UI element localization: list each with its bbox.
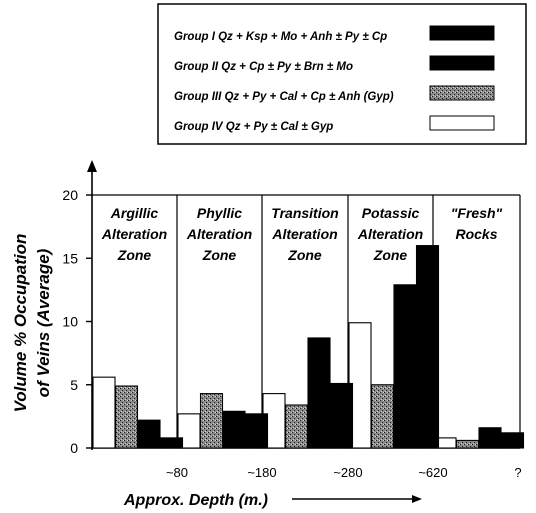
bar-group-ii-zone-5 (478, 427, 502, 449)
zone-label-3-line-3: Zone (287, 247, 322, 263)
x-direction-arrow (292, 495, 422, 503)
legend: Group I Qz + Ksp + Mo + Anh ± Py ± Cp Gro… (157, 3, 527, 145)
zone-label-2-line-2: Alteration (186, 226, 252, 242)
legend-swatch-group-1 (429, 25, 495, 41)
bar-group-iv-zone-1 (92, 376, 116, 449)
bar-group-iii-zone-2 (199, 393, 224, 449)
legend-label-group-2: Group II Qz + Cp ± Py ± Brn ± Mo (174, 61, 353, 73)
bar-group-i-zone-1 (159, 437, 184, 449)
legend-swatch-group-2 (429, 55, 495, 71)
depth-tick-label-5: ? (514, 465, 521, 480)
depth-tick-label-3: ~280 (333, 465, 362, 480)
depth-tick-label-4: ~620 (418, 465, 447, 480)
legend-label-group-3: Group III Qz + Py + Cal + Cp ± Anh (Gyp) (174, 91, 394, 103)
zone-label-4-line-3: Zone (373, 247, 408, 263)
bar-group-ii-zone-4 (393, 284, 417, 449)
zone-label-1-line-1: Argillic (110, 205, 159, 221)
bar-group-iii-zone-3 (284, 404, 309, 449)
y-tick-label-15: 15 (62, 250, 78, 266)
y-axis-title-line2: of Veins (Average) (34, 248, 53, 397)
y-tick-label-10: 10 (62, 314, 78, 330)
legend-label-group-4: Group IV Qz + Py ± Cal ± Gyp (174, 121, 333, 133)
depth-tick-label-1: ~80 (166, 465, 188, 480)
legend-label-group-1: Group I Qz + Ksp + Mo + Anh ± Py ± Cp (174, 31, 387, 43)
legend-swatch-group-3 (429, 85, 495, 101)
bar-group-iii-zone-5 (455, 439, 480, 449)
zone-label-4-line-2: Alteration (357, 226, 423, 242)
y-tick-label-5: 5 (70, 377, 78, 393)
bar-group-ii-zone-2 (222, 410, 246, 449)
bar-group-i-zone-4 (415, 245, 440, 449)
zone-label-5-line-1: "Fresh" (451, 205, 503, 221)
x-axis-title: Approx. Depth (m.) (123, 492, 268, 509)
bar-group-iii-zone-4 (370, 384, 395, 449)
zone-label-2-line-1: Phyllic (197, 205, 242, 221)
y-tick-label-20: 20 (62, 187, 78, 203)
y-axis-arrow (87, 160, 97, 172)
depth-tick-label-2: ~180 (247, 465, 276, 480)
zone-label-3-line-1: Transition (271, 205, 338, 221)
bar-group-i-zone-2 (244, 413, 269, 449)
bar-group-i-zone-3 (329, 382, 354, 449)
zone-label-4-line-1: Potassic (362, 205, 420, 221)
bar-group-ii-zone-1 (137, 419, 161, 449)
bar-group-ii-zone-3 (307, 337, 331, 449)
zone-label-5-line-2: Rocks (455, 226, 497, 242)
bar-group-iii-zone-1 (114, 385, 139, 449)
legend-swatch-group-4 (429, 115, 495, 131)
y-tick-label-0: 0 (70, 440, 78, 456)
plot-area: 0 5 10 15 20 Argillic Alteration Zone Phyllic Alt… (62, 160, 525, 480)
zone-label-3-line-2: Alteration (271, 226, 337, 242)
zone-label-1-line-3: Zone (117, 247, 152, 263)
y-axis-title-line1: Volume % Occupation (11, 234, 30, 413)
zone-label-2-line-3: Zone (202, 247, 237, 263)
zone-label-1-line-2: Alteration (101, 226, 167, 242)
bar-group-i-zone-5 (500, 432, 525, 449)
